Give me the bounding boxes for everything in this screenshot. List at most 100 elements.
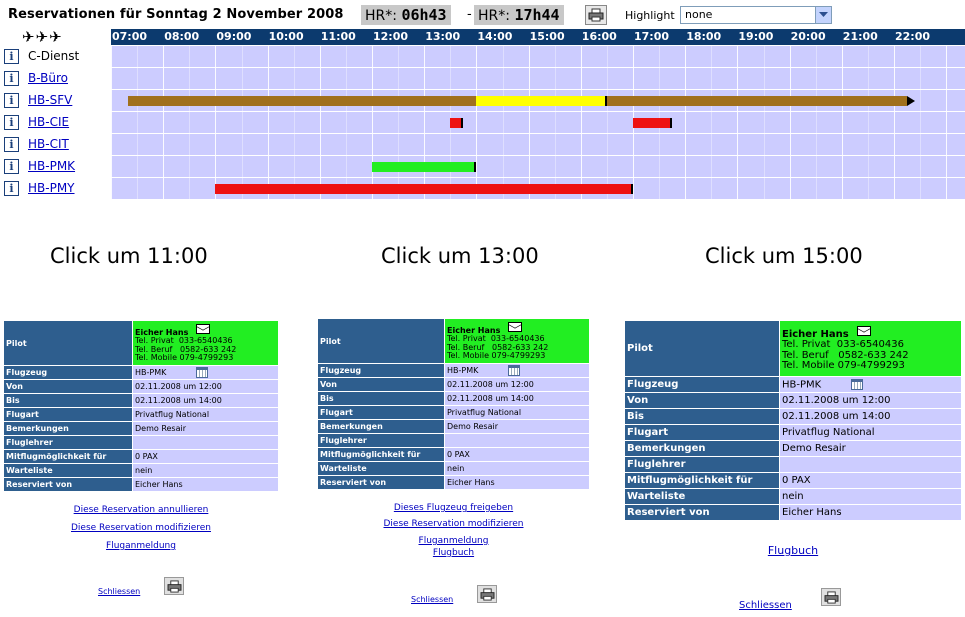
print-button[interactable]	[585, 5, 607, 25]
hour-gridline	[946, 156, 948, 178]
timeline-lane[interactable]	[111, 134, 965, 156]
hour-gridline	[580, 156, 582, 178]
detail-key: Reserviert von	[625, 505, 779, 520]
detail-key: Fluglehrer	[625, 457, 779, 472]
half-hour-gridline	[502, 156, 504, 178]
action-link[interactable]: Diese Reservation modifizieren	[71, 523, 211, 533]
close-link[interactable]: Schliessen	[411, 595, 454, 604]
sunrise-time: HR*: 06h43	[361, 5, 451, 25]
hour-gridline	[163, 68, 165, 90]
half-hour-gridline	[606, 46, 608, 68]
aircraft-row: i C-Dienst	[0, 46, 965, 68]
aircraft-name[interactable]: HB-CIT	[28, 137, 69, 151]
printer-icon	[167, 579, 181, 593]
timeline-lane[interactable]	[111, 112, 965, 134]
hour-gridline	[841, 68, 843, 90]
hour-gridline	[685, 112, 687, 134]
action-link[interactable]: Fluganmeldung	[418, 536, 489, 546]
half-hour-gridline	[711, 112, 713, 134]
aircraft-name[interactable]: B-Büro	[28, 71, 68, 85]
aircraft-label: i HB-SFV	[0, 90, 111, 112]
detail-value-text: 02.11.2008 um 12:00	[447, 380, 534, 389]
print-button[interactable]	[477, 585, 497, 603]
reservation-bar[interactable]	[476, 96, 607, 106]
hour-gridline	[215, 134, 217, 156]
info-icon[interactable]: i	[4, 71, 19, 86]
caption-1100: Click um 11:00	[50, 244, 208, 268]
pilot-row: Pilot Eicher Hans Tel. Privat 033-6540436 T…	[625, 321, 961, 376]
reservation-bar[interactable]	[372, 162, 477, 172]
hour-gridline	[111, 90, 112, 112]
detail-row: Fluglehrer	[318, 434, 589, 447]
aircraft-name[interactable]: HB-SFV	[28, 93, 73, 107]
close-link[interactable]: Schliessen	[739, 600, 792, 611]
action-link[interactable]: Dieses Flugzeug freigeben	[393, 503, 514, 513]
mail-icon[interactable]	[508, 321, 523, 332]
hour-label: 08:00	[164, 30, 200, 43]
hour-gridline	[946, 68, 948, 90]
half-hour-gridline	[137, 156, 139, 178]
printer-icon	[824, 590, 838, 604]
highlight-select[interactable]: none	[680, 6, 832, 24]
action-link[interactable]: Fluganmeldung	[106, 541, 176, 551]
info-icon[interactable]: i	[4, 159, 19, 174]
info-icon[interactable]: i	[4, 93, 19, 108]
action-link[interactable]: Diese Reservation modifizieren	[383, 519, 524, 529]
detail-value-text: Demo Resair	[447, 422, 499, 431]
detail-row: Flugart Privatflug National	[4, 408, 278, 421]
aircraft-name[interactable]: HB-PMK	[28, 159, 76, 173]
hour-gridline	[633, 178, 634, 200]
hour-gridline	[737, 46, 739, 68]
calendar-icon[interactable]	[851, 378, 864, 390]
hour-gridline	[737, 178, 739, 200]
action-link[interactable]: Flugbuch	[767, 544, 819, 557]
aircraft-name[interactable]: HB-PMY	[28, 181, 75, 195]
phone-mobile: Tel. Mobile 079-4799293	[447, 350, 546, 360]
timeline-lane[interactable]	[111, 90, 965, 112]
timeline-lane[interactable]	[111, 156, 965, 178]
reservation-table: Pilot Eicher Hans Tel. Privat 033-6540436 T…	[624, 320, 962, 521]
mail-icon[interactable]	[196, 323, 211, 334]
calendar-icon[interactable]	[508, 365, 521, 376]
action-link[interactable]: Diese Reservation annullieren	[73, 505, 209, 515]
info-icon[interactable]: i	[4, 137, 19, 152]
print-button[interactable]	[164, 577, 184, 595]
half-hour-gridline	[920, 112, 922, 134]
close-link[interactable]: Schliessen	[98, 587, 141, 596]
timeline-lane[interactable]	[111, 68, 965, 90]
reservation-bar[interactable]	[215, 184, 633, 194]
detail-value-text: 02.11.2008 um 14:00	[447, 394, 534, 403]
action-link[interactable]: Flugbuch	[432, 548, 475, 558]
half-hour-gridline	[554, 46, 556, 68]
reservation-bar[interactable]	[450, 118, 464, 128]
hour-gridline	[163, 178, 165, 200]
half-hour-gridline	[241, 156, 243, 178]
hour-gridline	[841, 178, 843, 200]
timeline-lane[interactable]	[111, 46, 965, 68]
calendar-icon[interactable]	[196, 367, 209, 378]
hour-gridline	[111, 68, 112, 90]
detail-value-text: 02.11.2008 um 12:00	[135, 382, 222, 391]
detail-value-text: 02.11.2008 um 14:00	[135, 396, 222, 405]
half-hour-gridline	[920, 178, 922, 200]
info-icon[interactable]: i	[4, 181, 19, 196]
hour-gridline	[580, 46, 582, 68]
info-icon[interactable]: i	[4, 49, 19, 64]
detail-row: Bis 02.11.2008 um 14:00	[318, 392, 589, 405]
half-hour-gridline	[763, 68, 765, 90]
aircraft-name[interactable]: HB-CIE	[28, 115, 70, 129]
reservation-detail-panel-2: Pilot Eicher Hans Tel. Privat 033-6540436 T…	[317, 318, 591, 614]
hour-gridline	[163, 46, 165, 68]
detail-value	[133, 436, 278, 449]
detail-row: Reserviert von Eicher Hans	[318, 476, 589, 489]
mail-icon[interactable]	[856, 325, 871, 336]
timeline-lane[interactable]	[111, 178, 965, 200]
hour-label: 09:00	[216, 30, 252, 43]
half-hour-gridline	[450, 46, 452, 68]
print-button[interactable]	[821, 588, 841, 606]
half-hour-gridline	[189, 68, 191, 90]
reservation-bar[interactable]	[633, 118, 673, 128]
hour-gridline	[476, 68, 478, 90]
info-icon[interactable]: i	[4, 115, 19, 130]
chevron-down-icon[interactable]	[815, 7, 831, 23]
